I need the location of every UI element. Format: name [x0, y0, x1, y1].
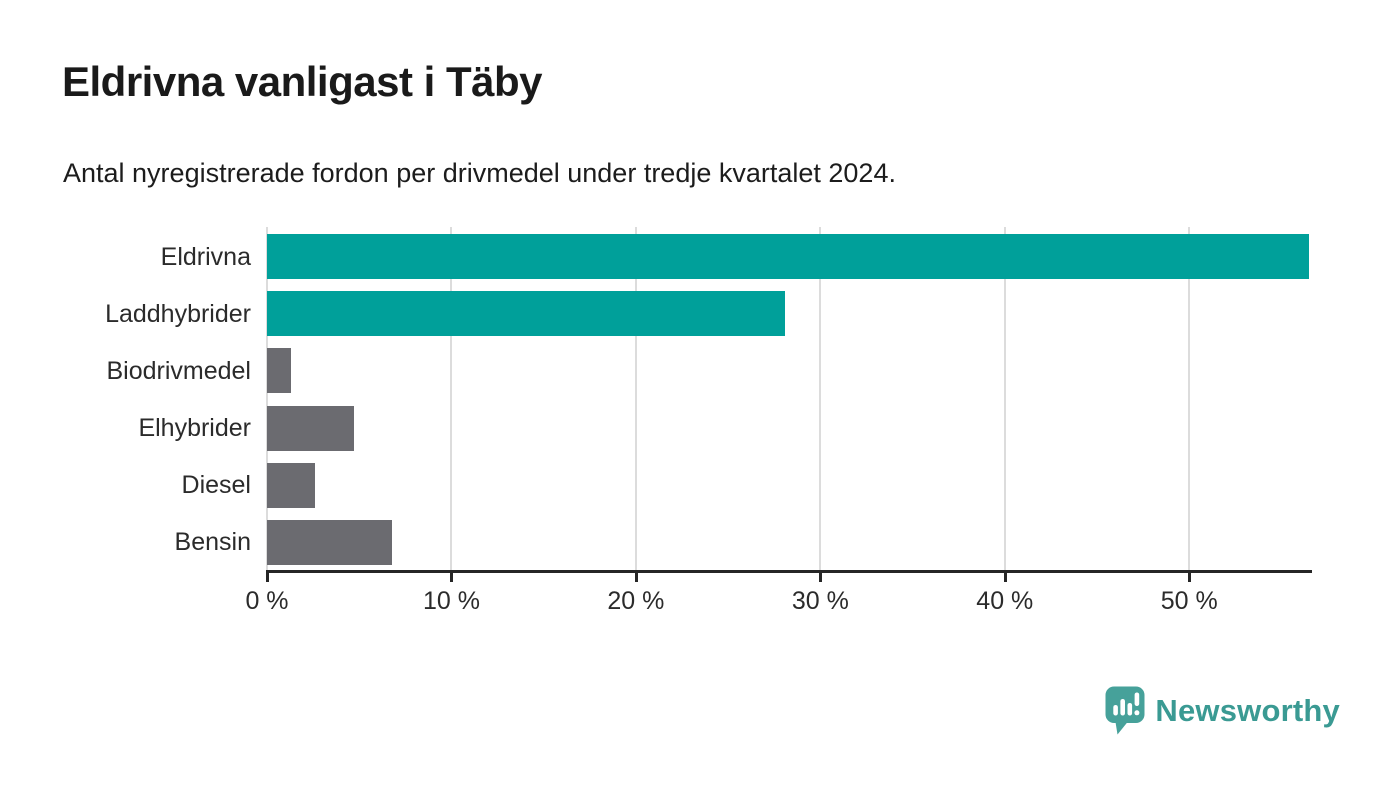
bar-laddhybrider [267, 291, 786, 337]
gridline-0 [266, 227, 268, 570]
category-label-biodrivmedel: Biodrivmedel [106, 356, 251, 385]
axis-tick-50 [1188, 573, 1192, 582]
category-label-laddhybrider: Laddhybrider [105, 299, 251, 328]
axis-tick-label-0: 0 % [245, 587, 289, 615]
category-label-bensin: Bensin [174, 528, 251, 557]
axis-tick-label-30: 30 % [791, 587, 849, 615]
gridline-40 [1003, 227, 1006, 570]
category-labels: Eldrivna Laddhybrider Biodrivmedel Elhybrid… [0, 227, 251, 570]
newsworthy-logo: Newsworthy [1105, 686, 1340, 736]
chart-title: Eldrivna vanligast i Täby [62, 58, 543, 105]
category-label-diesel: Diesel [181, 471, 251, 500]
category-label-elhybrider: Elhybrider [138, 414, 251, 442]
chart-subtitle: Antal nyregistrerade fordon per drivmede… [63, 158, 896, 188]
axis-tick-label-20: 20 % [607, 587, 665, 615]
newsworthy-wordmark: Newsworthy [1155, 693, 1340, 728]
bar-bensin [267, 519, 393, 565]
x-axis-line [266, 570, 1312, 573]
axis-tick-40 [1003, 573, 1007, 582]
bar-eldrivna [267, 234, 1310, 279]
plot-area: 0 % 10 % 20 % 30 % 40 % 50 % [245, 227, 1312, 615]
axis-tick-0 [266, 573, 269, 582]
bar-elhybrider [267, 405, 354, 451]
axis-tick-30 [819, 573, 823, 582]
gridline-10 [450, 227, 453, 570]
category-label-eldrivna: Eldrivna [160, 242, 251, 271]
bar-diesel [267, 462, 315, 508]
axis-tick-10 [450, 573, 454, 582]
axis-tick-label-10: 10 % [422, 587, 480, 615]
axis-tick-20 [634, 573, 638, 582]
gridline-50 [1188, 227, 1191, 570]
bar-biodrivmedel [267, 348, 291, 394]
newsworthy-chart-bubble-icon [1105, 686, 1145, 735]
axis-tick-label-40: 40 % [976, 587, 1034, 615]
gridline-20 [634, 227, 637, 570]
axis-tick-label-50: 50 % [1160, 587, 1218, 615]
gridline-30 [819, 227, 822, 570]
